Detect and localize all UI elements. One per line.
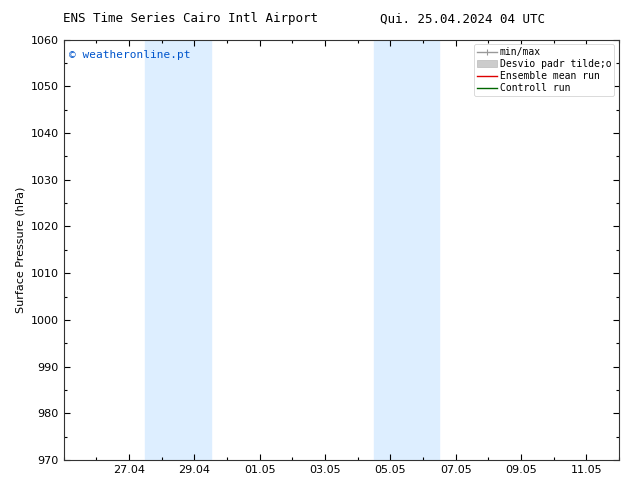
Text: Qui. 25.04.2024 04 UTC: Qui. 25.04.2024 04 UTC — [380, 12, 545, 25]
Legend: min/max, Desvio padr tilde;o, Ensemble mean run, Controll run: min/max, Desvio padr tilde;o, Ensemble m… — [474, 45, 614, 96]
Bar — [374, 40, 439, 460]
Bar — [145, 40, 210, 460]
Text: ENS Time Series Cairo Intl Airport: ENS Time Series Cairo Intl Airport — [63, 12, 318, 25]
Y-axis label: Surface Pressure (hPa): Surface Pressure (hPa) — [15, 187, 25, 313]
Text: © weatheronline.pt: © weatheronline.pt — [69, 50, 191, 60]
